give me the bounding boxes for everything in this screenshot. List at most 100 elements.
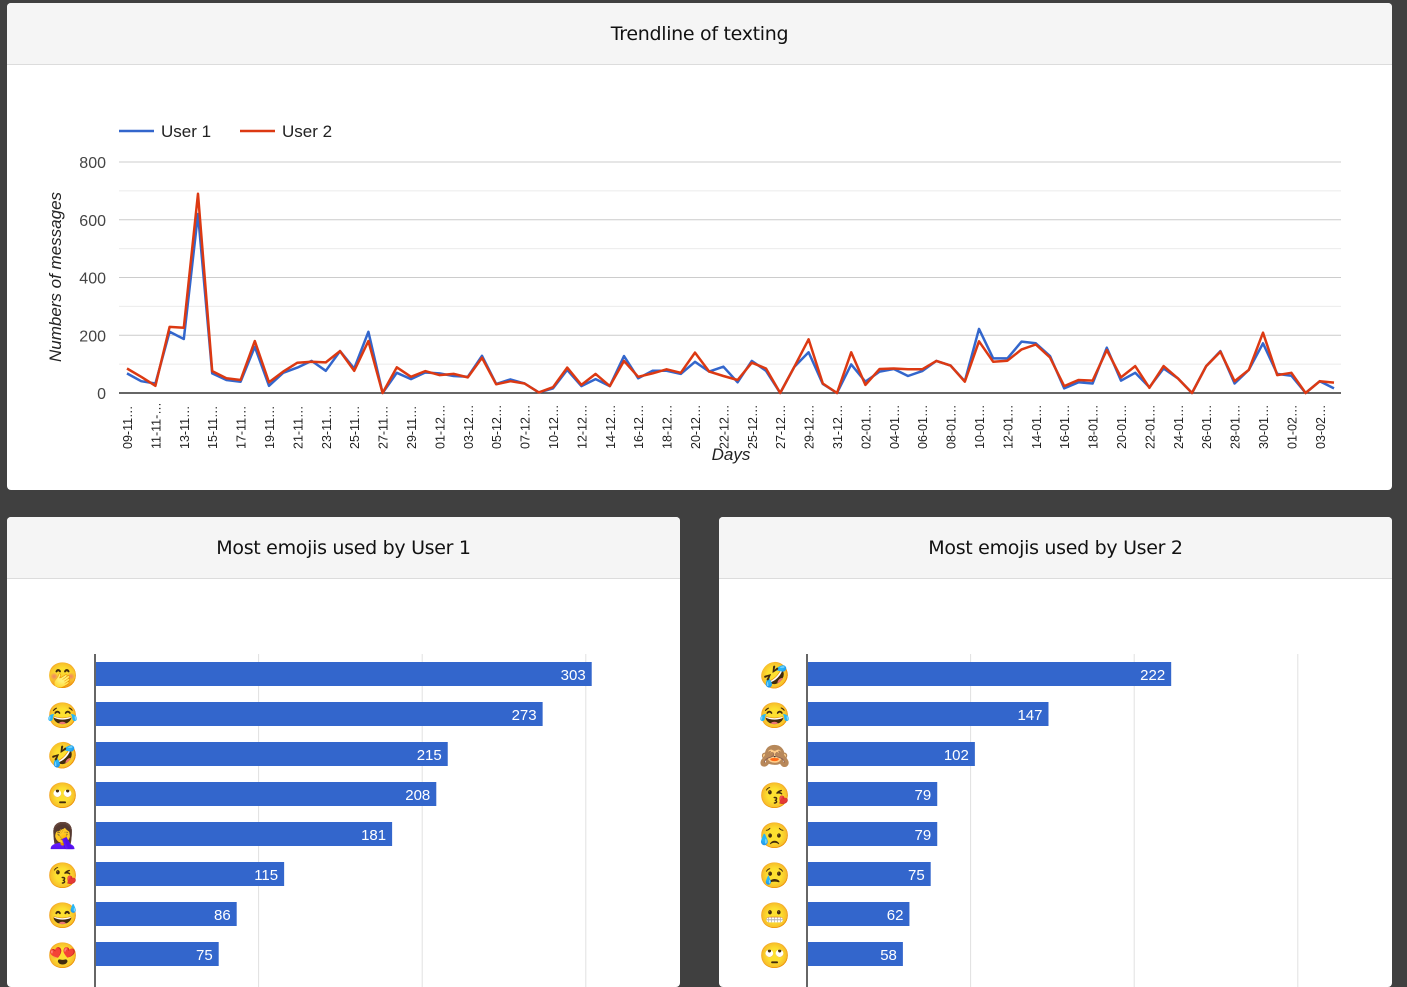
user2-emoji-title: Most emojis used by User 2 [719, 517, 1392, 579]
x-tick-label: 09-11… [121, 405, 135, 449]
emoji-label: 😂 [47, 702, 78, 730]
bar-value-label: 102 [944, 747, 969, 764]
x-tick-label: 22-12… [717, 405, 731, 449]
bar-value-label: 62 [887, 907, 904, 924]
x-tick-label: 23-11… [320, 405, 334, 449]
bar-value-label: 58 [880, 947, 897, 964]
emoji-label: 🤦‍♀️ [47, 821, 78, 850]
x-axis-title: Days [712, 445, 751, 464]
emoji-label: 🤣 [758, 661, 790, 692]
bar [808, 742, 975, 766]
y-tick-label: 400 [79, 271, 106, 288]
bar [808, 822, 938, 846]
x-tick-label: 03-02… [1314, 405, 1328, 449]
emoji-label: 😢 [759, 862, 790, 890]
x-tick-label: 14-01… [1030, 405, 1044, 449]
x-tick-label: 27-12… [774, 405, 788, 449]
x-tick-label: 18-12… [661, 405, 675, 449]
bar-value-label: 181 [361, 827, 386, 844]
x-tick-label: 02-01… [859, 405, 873, 449]
emoji-label: 🙄 [759, 942, 790, 970]
bar [96, 902, 237, 926]
bar-value-label: 303 [561, 667, 586, 684]
x-tick-label: 07-12… [519, 405, 533, 449]
bar [808, 862, 931, 886]
y-tick-label: 600 [79, 213, 106, 230]
y-axis-title: Numbers of messages [46, 191, 65, 362]
x-tick-label: 20-01… [1115, 405, 1129, 449]
x-tick-label: 17-11… [235, 405, 249, 449]
x-tick-label: 01-12… [433, 405, 447, 449]
x-tick-label: 15-11… [206, 405, 220, 449]
bar-value-label: 115 [254, 867, 278, 884]
trendline-card: Trendline of texting 0 200 400 600 800 09-11…… [7, 3, 1392, 490]
x-tick-label: 25-11… [348, 405, 362, 449]
bar-value-label: 79 [915, 787, 932, 804]
x-tick-label: 06-01… [916, 405, 930, 449]
y-tick-label: 0 [97, 386, 106, 403]
bar [808, 902, 910, 926]
emoji-label: 😂 [759, 702, 790, 730]
x-tick-label: 19-11… [263, 405, 277, 449]
x-tick-label: 14-12… [604, 405, 618, 449]
x-tick-label: 28-01… [1229, 405, 1243, 449]
bar-value-label: 75 [196, 947, 213, 964]
x-tick-label: 13-11… [178, 405, 192, 449]
x-tick-label: 12-01… [1001, 405, 1015, 449]
x-tick-label: 25-12… [746, 405, 760, 449]
emoji-label: 🙄 [47, 782, 78, 810]
emoji-label: 😍 [47, 942, 78, 970]
emoji-label: 🤣 [46, 741, 78, 772]
series-line-user-1 [126, 212, 1335, 395]
x-tick-label: 29-12… [803, 405, 817, 449]
bar [808, 942, 903, 966]
x-tick-label: 18-01… [1087, 405, 1101, 449]
series-line-user-2 [126, 192, 1335, 395]
x-tick-label: 08-01… [945, 405, 959, 449]
bar-value-label: 147 [1017, 707, 1042, 724]
x-tick-label: 21-11… [291, 405, 305, 449]
emoji-label: 🤭 [47, 662, 78, 690]
y-tick-label: 800 [79, 155, 106, 172]
bar [808, 702, 1049, 726]
user2-emoji-chart: 🤣 222 😂 147 🙈 102 😘 79 😥 79 😢 75 😬 62 🙄 58 [758, 654, 1299, 987]
x-tick-label: 03-12… [462, 405, 476, 449]
user1-emoji-chart: 🤭 303 😂 273 🤣 215 🙄 208 🤦‍♀️ 181 😘 115 😅 86 😍 75 [46, 654, 592, 987]
bar-value-label: 273 [512, 707, 537, 724]
bar-value-label: 75 [908, 867, 925, 884]
emoji-label: 🙈 [759, 742, 790, 770]
trendline-title: Trendline of texting [7, 3, 1392, 65]
x-tick-label: 11-11-… [149, 402, 163, 449]
user1-emoji-card: Most emojis used by User 1 🤭 303 😂 273 🤣 215 🙄… [7, 517, 680, 987]
bar-value-label: 208 [405, 787, 430, 804]
emoji-label: 😘 [47, 862, 78, 890]
bar [96, 822, 393, 846]
x-tick-label: 01-02… [1285, 405, 1299, 449]
x-tick-label: 27-11… [377, 405, 391, 449]
emoji-label: 😅 [47, 902, 78, 930]
emoji-label: 😘 [759, 782, 790, 810]
x-tick-label: 04-01… [888, 405, 902, 449]
x-tick-label: 29-11… [405, 405, 419, 449]
bar [96, 662, 592, 686]
emoji-label: 😬 [759, 902, 790, 930]
x-tick-label: 10-01… [973, 405, 987, 449]
x-tick-label: 16-12… [632, 405, 646, 449]
bar-value-label: 79 [915, 827, 932, 844]
x-tick-label: 30-01… [1257, 405, 1271, 449]
bar-value-label: 86 [214, 907, 231, 924]
legend-label-user-2: User 2 [282, 122, 332, 141]
bar [96, 942, 219, 966]
x-tick-label: 31-12… [831, 405, 845, 449]
x-tick-label: 26-01… [1200, 405, 1214, 449]
x-tick-label: 24-01… [1172, 405, 1186, 449]
x-tick-label: 05-12… [490, 405, 504, 449]
user2-emoji-card: Most emojis used by User 2 🤣 222 😂 147 🙈 102 😘… [719, 517, 1392, 987]
bar [808, 662, 1172, 686]
x-tick-label: 10-12… [547, 405, 561, 449]
bar [808, 782, 938, 806]
trendline-chart: 0 200 400 600 800 09-11… 11-11-… 13-11… 15-11… 17… [46, 122, 1341, 464]
bar-value-label: 222 [1140, 667, 1165, 684]
x-tick-label: 20-12… [689, 405, 703, 449]
legend-label-user-1: User 1 [161, 122, 211, 141]
